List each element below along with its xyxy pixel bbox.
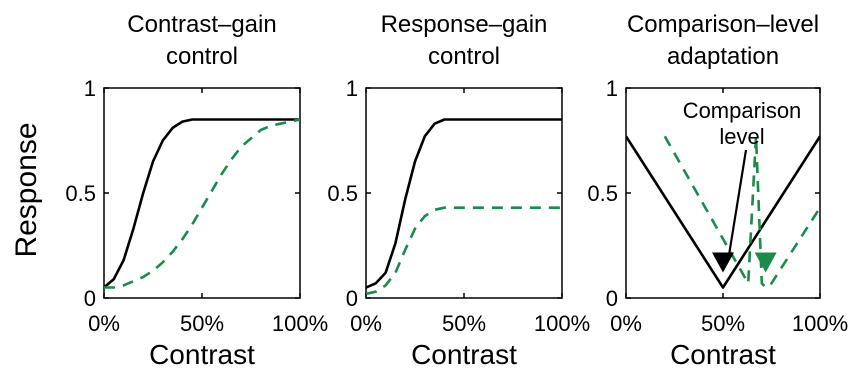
solid-series-line <box>104 118 300 289</box>
x-tick-label: 50% <box>180 311 224 336</box>
x-axis-label: Contrast <box>411 339 517 370</box>
dashed-series-line <box>366 206 562 296</box>
x-tick-label: 100% <box>534 311 590 336</box>
x-tick-label: 50% <box>701 311 745 336</box>
chart-panel-1: Contrast–gain control 0 0.5 1 0% 50% 100% Contra… <box>65 11 328 370</box>
chart-title-line-1: Contrast–gain <box>127 11 276 38</box>
y-tick-label: 0.5 <box>327 181 358 206</box>
y-tick-label: 1 <box>346 76 358 101</box>
y-axis-label: Response <box>10 122 43 257</box>
y-tick-label: 0 <box>84 286 96 311</box>
y-tick-label: 0 <box>346 286 358 311</box>
y-tick-label: 1 <box>606 76 618 101</box>
dashed-comparison-marker <box>754 252 777 273</box>
chart-title-line-1: Comparison–level <box>627 11 819 38</box>
y-tick-label: 0.5 <box>65 181 96 206</box>
solid-series-line <box>626 135 820 289</box>
x-tick-label: 0% <box>88 311 120 336</box>
x-tick-label: 100% <box>792 311 848 336</box>
x-axis-label: Contrast <box>670 339 776 370</box>
y-tick-label: 1 <box>84 76 96 101</box>
y-tick-label: 0 <box>606 286 618 311</box>
dashed-series-line <box>104 118 300 289</box>
chart-title-line-2: adaptation <box>667 43 779 70</box>
chart-panel-3: Comparison–level adaptation 0 0.5 1 0% 50% 100%… <box>587 11 848 370</box>
solid-series-line <box>366 118 562 289</box>
solid-comparison-marker <box>712 252 734 273</box>
chart-title-line-1: Response–gain <box>381 11 548 38</box>
annotation-arrow <box>727 149 748 256</box>
x-axis-label: Contrast <box>149 339 255 370</box>
chart-title-line-2: control <box>166 43 238 70</box>
chart-panel-2: Response–gain control 0 0.5 1 0% 50% 100% Contra… <box>327 11 590 370</box>
annotation-label-line-2: level <box>719 124 764 149</box>
x-tick-label: 0% <box>350 311 382 336</box>
chart-title-line-2: control <box>428 43 500 70</box>
dashed-series-line <box>663 135 820 289</box>
y-tick-label: 0.5 <box>587 181 618 206</box>
x-tick-label: 100% <box>272 311 328 336</box>
x-tick-label: 50% <box>442 311 486 336</box>
x-tick-label: 0% <box>610 311 642 336</box>
annotation-label-line-1: Comparison <box>683 98 802 123</box>
